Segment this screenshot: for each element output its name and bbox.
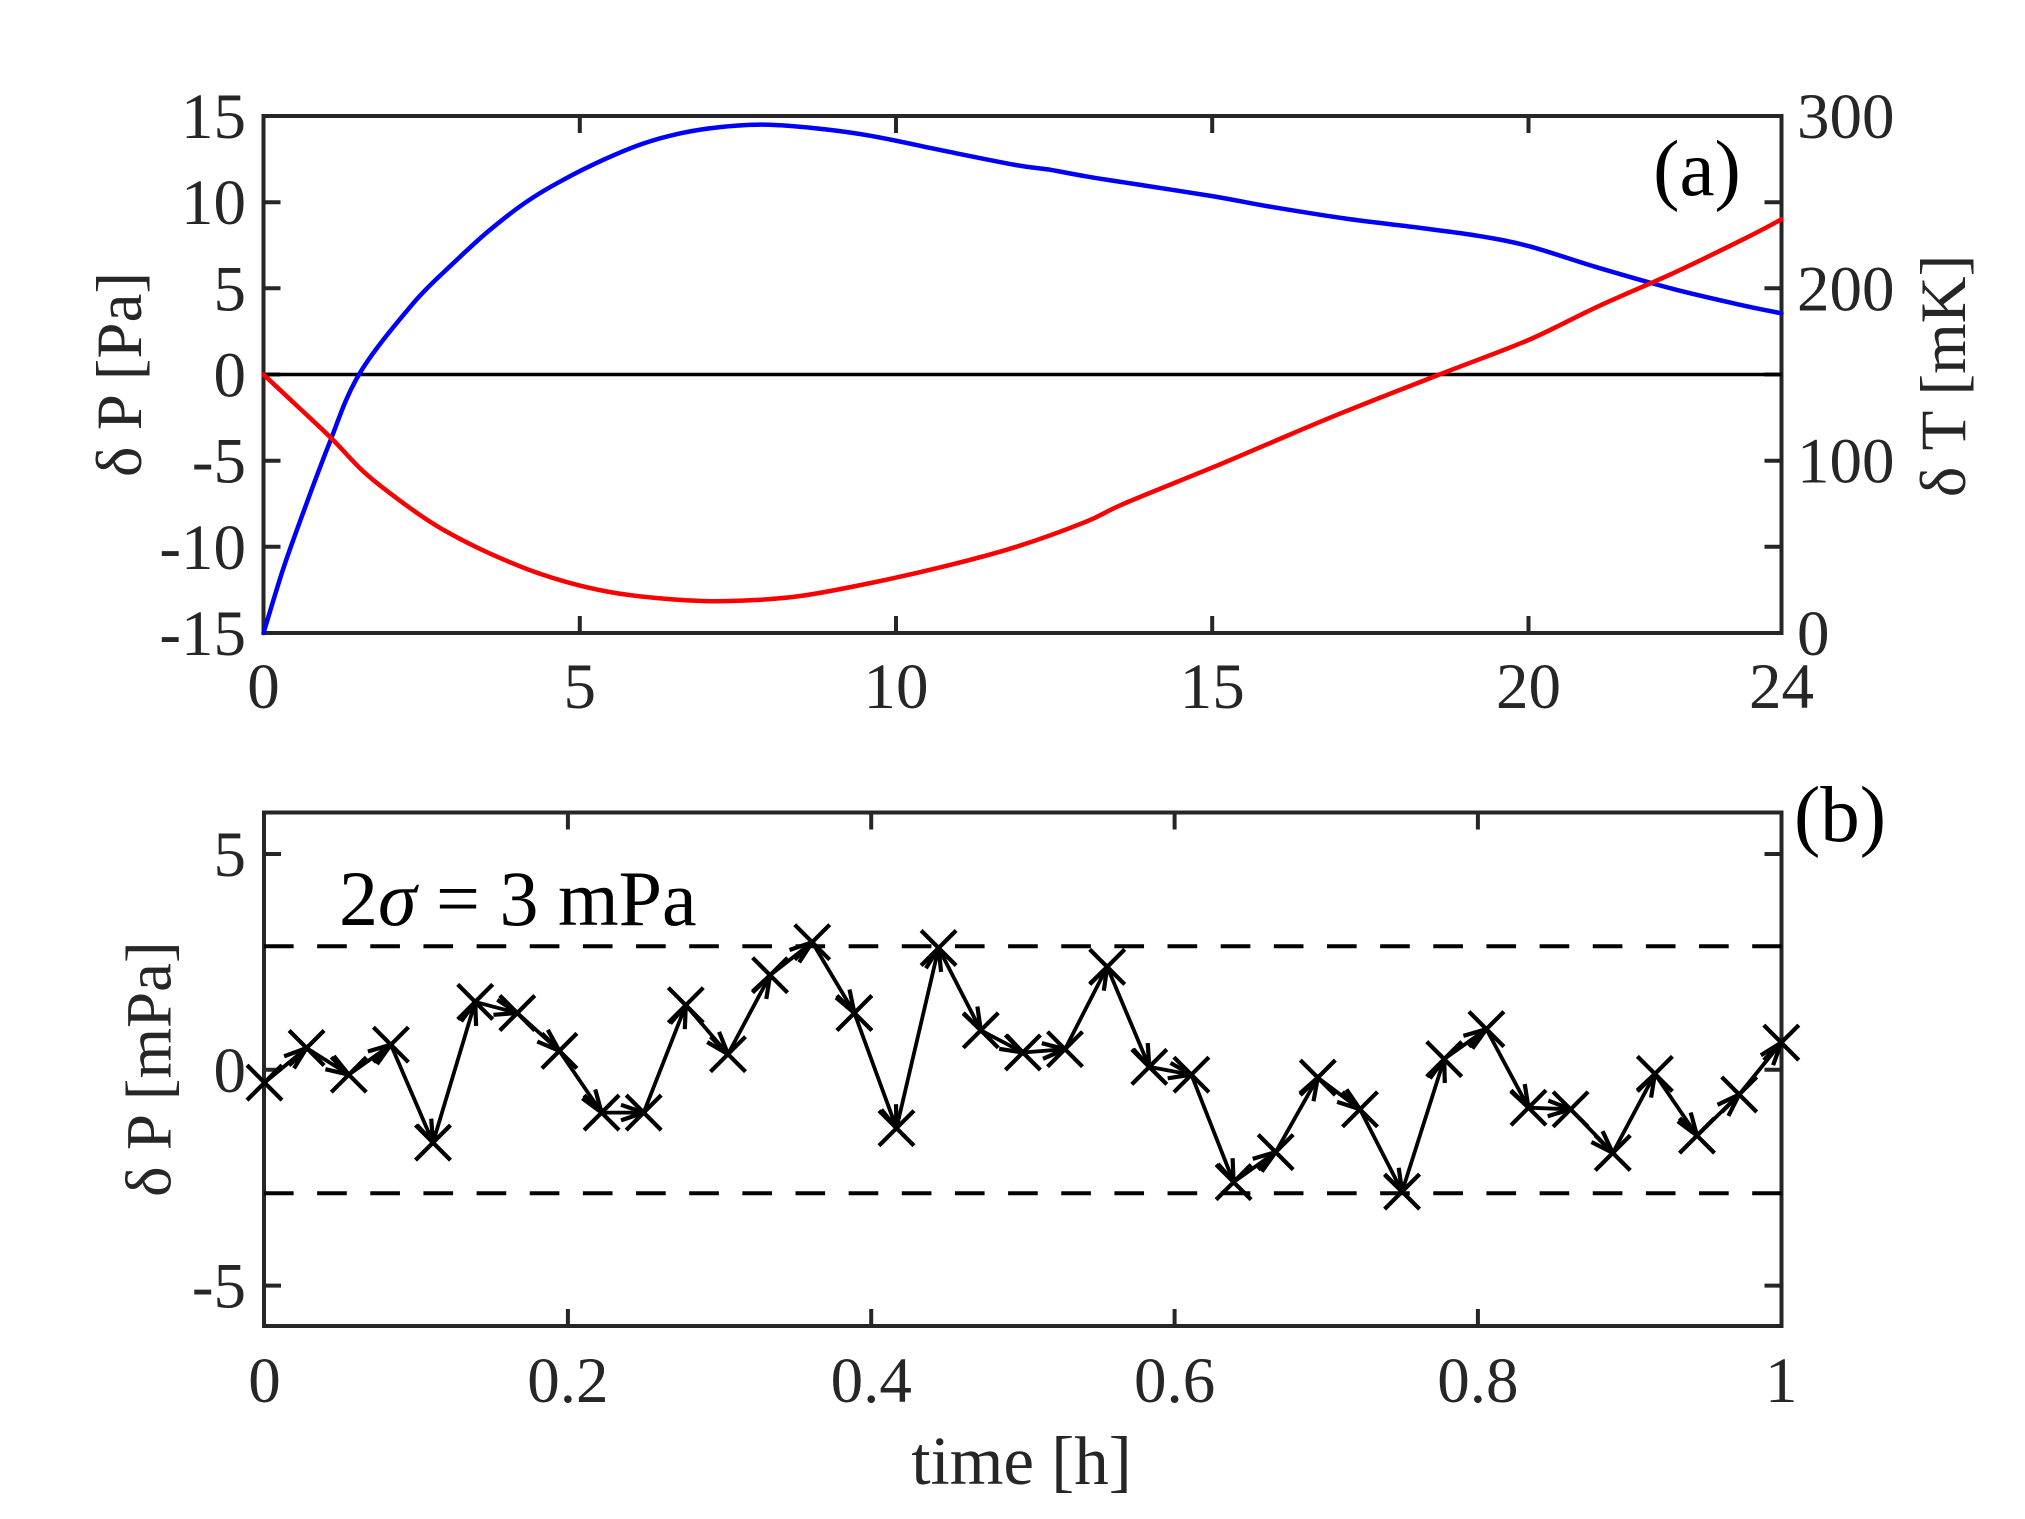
svg-text:0: 0: [247, 651, 280, 723]
svg-text:-5: -5: [192, 426, 246, 498]
svg-text:0.6: 0.6: [1134, 1345, 1215, 1417]
svg-text:15: 15: [1180, 651, 1245, 723]
svg-text:0: 0: [1797, 598, 1830, 670]
svg-text:(a): (a): [1653, 126, 1741, 213]
svg-text:0.8: 0.8: [1437, 1345, 1518, 1417]
svg-text:200: 200: [1797, 253, 1895, 325]
svg-text:5: 5: [214, 253, 247, 325]
svg-text:100: 100: [1797, 426, 1895, 498]
svg-text:δ T [mK]: δ T [mK]: [1908, 255, 1980, 497]
svg-text:0.4: 0.4: [831, 1345, 912, 1417]
svg-text:5: 5: [214, 819, 247, 891]
svg-text:-10: -10: [159, 512, 246, 584]
svg-text:300: 300: [1797, 81, 1895, 153]
svg-text:0: 0: [214, 1035, 247, 1107]
svg-text:0.2: 0.2: [527, 1345, 608, 1417]
svg-text:2σ = 3 mPa: 2σ = 3 mPa: [339, 855, 697, 942]
svg-text:10: 10: [181, 167, 246, 239]
svg-text:20: 20: [1496, 651, 1561, 723]
svg-text:δ P [mPa]: δ P [mPa]: [114, 941, 186, 1197]
svg-text:(b): (b): [1794, 772, 1886, 859]
svg-text:-5: -5: [192, 1251, 246, 1323]
svg-text:15: 15: [181, 81, 246, 153]
svg-text:10: 10: [864, 651, 929, 723]
svg-text:1: 1: [1765, 1345, 1798, 1417]
svg-text:-15: -15: [159, 598, 246, 670]
svg-text:δ P [Pa]: δ P [Pa]: [84, 272, 156, 477]
svg-text:24: 24: [1749, 651, 1814, 723]
svg-text:0: 0: [248, 1345, 281, 1417]
svg-text:time [h]: time [h]: [911, 1423, 1131, 1499]
svg-text:5: 5: [564, 651, 597, 723]
svg-text:0: 0: [214, 340, 247, 412]
